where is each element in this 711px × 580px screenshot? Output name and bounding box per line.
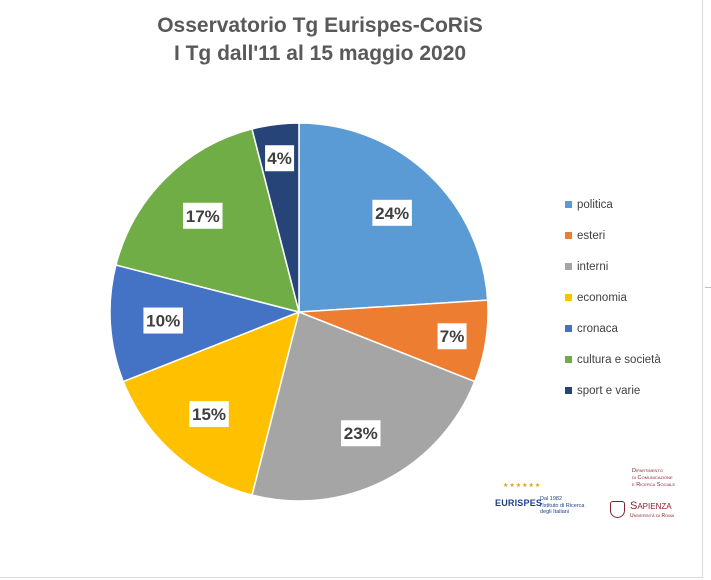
data-label: 10% [143, 307, 183, 334]
legend-item-cronaca: cronaca [565, 313, 661, 344]
eurispes-stars-icon: ★★★★★★ [503, 483, 542, 489]
logos: ★★★★★★ EURISPES Dal 1982 l'Istituto di R… [495, 468, 695, 528]
legend-label: politica [577, 198, 613, 211]
legend-swatch [565, 294, 572, 301]
legend-item-politica: politica [565, 189, 661, 220]
data-label-text: 17% [186, 207, 220, 226]
eurispes-tagline-line: degli Italiani [540, 509, 570, 515]
legend-item-cultura-e-società: cultura e società [565, 344, 661, 375]
legend-label: sport e varie [577, 384, 641, 397]
department-label: Dipartimento di Comunicazione e Ricerca … [632, 468, 675, 489]
legend-label: economia [577, 291, 627, 304]
data-label: 15% [189, 401, 229, 428]
sapienza-seal-icon [610, 501, 625, 518]
data-label-box [189, 401, 229, 428]
legend-swatch [565, 387, 572, 394]
data-label-box [372, 199, 412, 226]
sapienza-subtitle: Università di Roma [630, 513, 675, 519]
department-line: e Ricerca Sociale [632, 482, 676, 488]
legend-label: esteri [577, 229, 606, 242]
data-label-text: 7% [440, 327, 465, 346]
data-label-text: 10% [146, 312, 180, 331]
eurispes-logo: EURISPES [495, 498, 543, 508]
eurispes-tagline-line: Dal 1982 [540, 496, 563, 502]
legend-label: interni [577, 260, 609, 273]
data-label: 17% [183, 202, 223, 229]
legend-item-sport-e-varie: sport e varie [565, 375, 661, 406]
data-label: 4% [265, 145, 295, 172]
data-label-text: 15% [192, 405, 226, 424]
legend-item-esteri: esteri [565, 220, 661, 251]
data-label: 24% [372, 199, 412, 226]
department-line: di Comunicazione [632, 475, 673, 481]
data-label-box [143, 307, 183, 334]
data-label: 23% [341, 420, 381, 447]
side-tick [705, 287, 711, 288]
legend-swatch [565, 263, 572, 270]
sapienza-logo: Sapienza [630, 500, 672, 512]
data-label-box [437, 323, 467, 350]
pie-slice-interni [251, 310, 476, 502]
chart-title-line1: Osservatorio Tg Eurispes-CoRiS [157, 14, 483, 37]
data-label-box [265, 145, 295, 172]
legend: politica esteri interni economia cronaca cult… [565, 189, 661, 406]
legend-swatch [565, 201, 572, 208]
eurispes-tagline-line: l'Istituto di Ricerca [540, 502, 585, 509]
legend-swatch [565, 232, 572, 239]
data-label-box [183, 202, 223, 229]
department-line: Dipartimento [632, 468, 663, 474]
legend-item-economia: economia [565, 282, 661, 313]
data-label-box [341, 420, 381, 447]
data-label: 7% [437, 323, 467, 350]
pie-slice-cronaca [109, 264, 302, 383]
data-label-text: 24% [375, 204, 409, 223]
chart-title-line2: I Tg dall'11 al 15 maggio 2020 [173, 42, 467, 65]
data-label-text: 4% [267, 149, 292, 168]
data-label-text: 23% [344, 424, 378, 443]
legend-label: cultura e società [577, 353, 661, 366]
legend-swatch [565, 356, 572, 363]
legend-label: cronaca [577, 322, 618, 335]
legend-swatch [565, 325, 572, 332]
eurispes-tagline: Dal 1982 l'Istituto di Ricerca degli Ita… [540, 496, 584, 516]
legend-item-interni: interni [565, 251, 661, 282]
